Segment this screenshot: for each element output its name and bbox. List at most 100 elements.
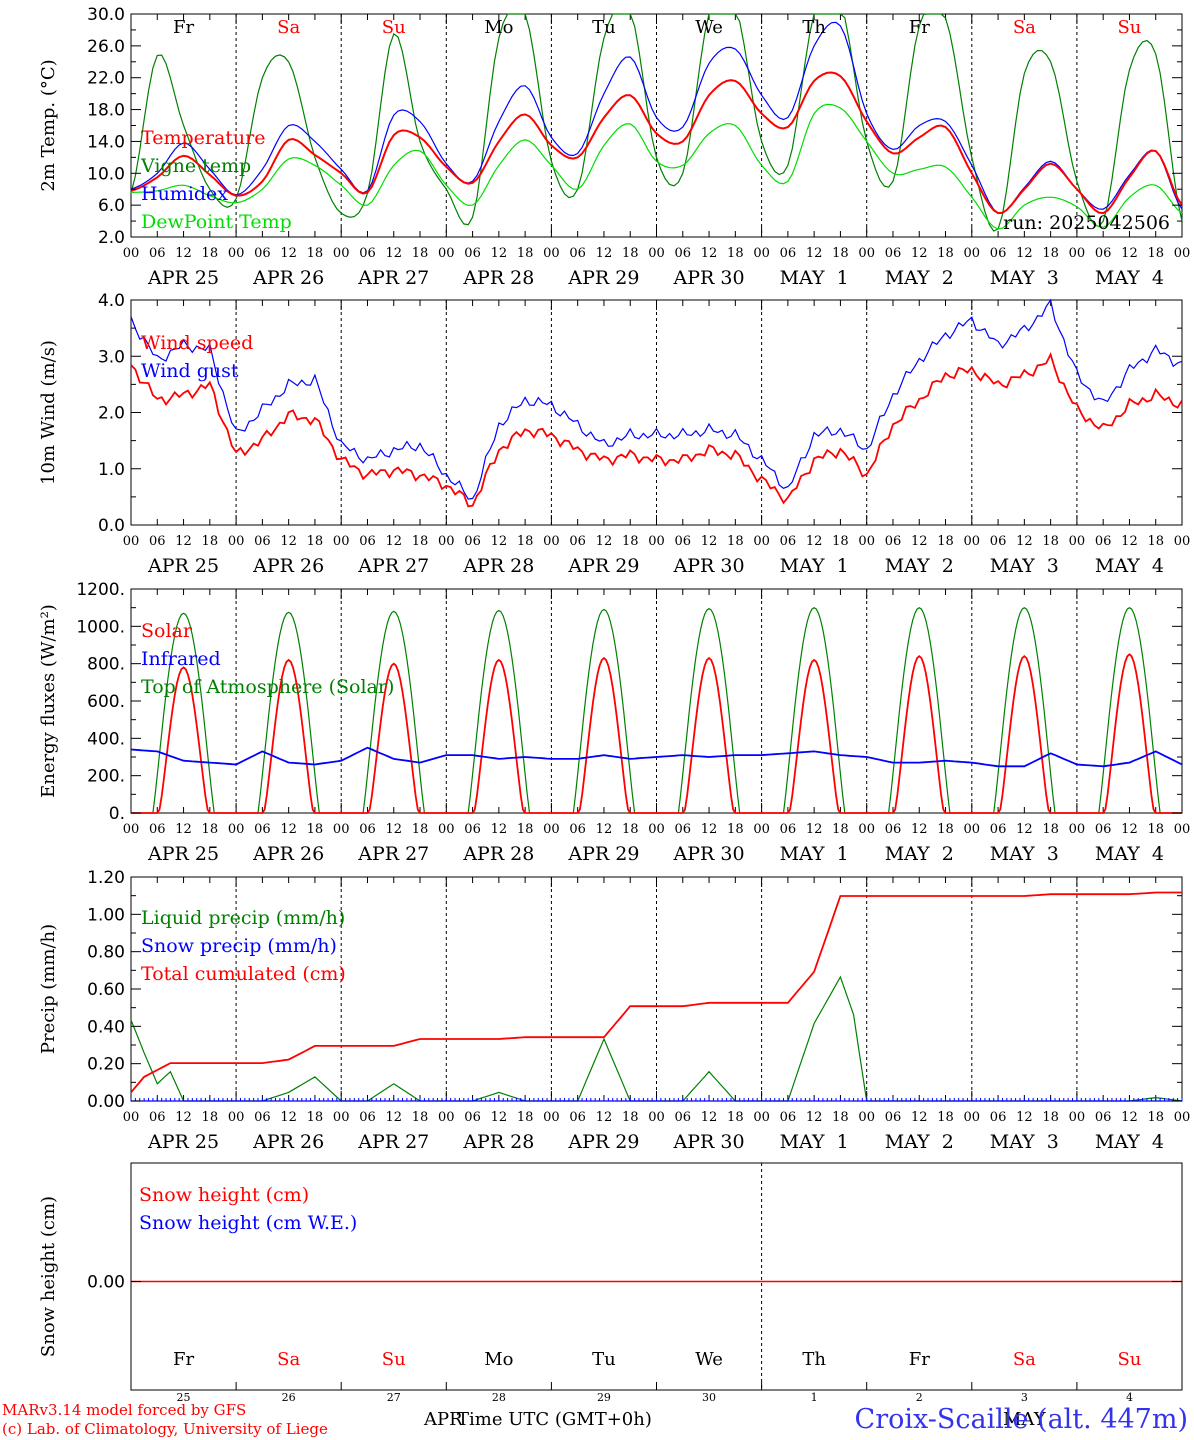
x-hour-label: 06 — [149, 246, 166, 261]
weekday-label: Su — [382, 1349, 406, 1370]
x-hour-label: 06 — [780, 822, 797, 837]
x-hour-label: 06 — [569, 246, 586, 261]
x-hour-label: 12 — [385, 246, 402, 261]
x-hour-label: 06 — [569, 1110, 586, 1125]
x-hour-label: 18 — [937, 822, 954, 837]
x-hour-label: 12 — [911, 534, 928, 549]
x-hour-label: 18 — [1147, 822, 1164, 837]
x-hour-label: 18 — [832, 1110, 849, 1125]
x-hour-label: 00 — [648, 1110, 665, 1125]
x-axis-label: Time UTC (GMT+0h) — [457, 1409, 652, 1430]
day-number-label: 1 — [811, 1391, 818, 1404]
day-number-label: 4 — [1126, 1391, 1133, 1404]
x-hour-label: 00 — [753, 246, 770, 261]
series-line-wind-speed — [130, 351, 1183, 508]
x-hour-label: 18 — [1147, 1110, 1164, 1125]
model-credit: MARv3.14 model forced by GFS — [2, 1401, 246, 1419]
weekday-label: Tu — [592, 1349, 616, 1370]
y-tick-label: 4.0 — [98, 291, 125, 311]
x-date-label: APR 26 — [252, 267, 324, 289]
x-date-label: APR 25 — [147, 843, 219, 865]
weekday-label: Fr — [173, 1349, 194, 1370]
x-hour-label: 00 — [438, 1110, 455, 1125]
day-number-label: 26 — [282, 1391, 296, 1404]
x-date-label: APR 30 — [673, 1131, 745, 1153]
x-hour-label: 12 — [1016, 822, 1033, 837]
x-hour-label: 06 — [780, 1110, 797, 1125]
x-hour-label: 12 — [491, 534, 508, 549]
y-tick-label: 600. — [87, 692, 125, 712]
x-hour-label: 00 — [858, 1110, 875, 1125]
x-hour-label: 00 — [123, 1110, 140, 1125]
x-hour-label: 06 — [149, 534, 166, 549]
y-tick-label: 14.0 — [87, 132, 125, 152]
x-date-label: APR 27 — [357, 267, 429, 289]
x-hour-label: 18 — [517, 534, 534, 549]
x-hour-label: 18 — [307, 246, 324, 261]
x-hour-label: 06 — [990, 534, 1007, 549]
x-hour-label: 18 — [832, 246, 849, 261]
x-hour-label: 18 — [937, 534, 954, 549]
x-hour-label: 18 — [1147, 534, 1164, 549]
x-hour-label: 18 — [1042, 822, 1059, 837]
x-hour-label: 00 — [228, 534, 245, 549]
x-hour-label: 06 — [464, 1110, 481, 1125]
x-hour-label: 12 — [491, 1110, 508, 1125]
x-hour-label: 06 — [569, 822, 586, 837]
x-hour-label: 06 — [885, 246, 902, 261]
x-hour-label: 18 — [727, 1110, 744, 1125]
legend-entry: Vigne temp — [140, 155, 251, 177]
x-hour-label: 12 — [175, 1110, 192, 1125]
x-hour-label: 12 — [175, 822, 192, 837]
weekday-label: Fr — [173, 17, 194, 38]
legend-entry: Wind speed — [141, 332, 253, 354]
legend-entry: Liquid precip (mm/h) — [141, 907, 345, 929]
x-date-label: APR 25 — [147, 1131, 219, 1153]
x-hour-label: 18 — [412, 534, 429, 549]
day-number-label: 2 — [916, 1391, 923, 1404]
y-tick-label: 0.20 — [87, 1055, 125, 1075]
y-tick-label: 0.60 — [87, 980, 125, 1000]
x-hour-label: 00 — [964, 822, 981, 837]
x-date-label: APR 29 — [567, 267, 639, 289]
x-hour-label: 00 — [543, 822, 560, 837]
x-hour-label: 06 — [780, 534, 797, 549]
x-hour-label: 18 — [622, 246, 639, 261]
y-tick-label: 0.0 — [98, 516, 125, 536]
x-date-label: APR 30 — [673, 555, 745, 577]
y-tick-label: 2.0 — [98, 404, 125, 424]
plot-frame — [130, 588, 1183, 814]
x-date-label: APR 25 — [147, 267, 219, 289]
x-hour-label: 06 — [359, 1110, 376, 1125]
legend-entry: Temperature — [141, 127, 265, 149]
x-date-label: MAY 2 — [885, 267, 954, 289]
weekday-label: Su — [1117, 17, 1141, 38]
x-date-label: MAY 2 — [885, 1131, 954, 1153]
y-tick-label: 1200. — [76, 580, 125, 600]
x-hour-label: 12 — [596, 1110, 613, 1125]
x-hour-label: 18 — [517, 822, 534, 837]
y-tick-label: 26.0 — [87, 37, 125, 57]
x-date-label: MAY 3 — [990, 843, 1059, 865]
x-hour-label: 00 — [1069, 1110, 1086, 1125]
legend-entry: Snow height (cm W.E.) — [139, 1212, 357, 1234]
x-hour-label: 18 — [202, 822, 219, 837]
x-hour-label: 12 — [1121, 534, 1138, 549]
x-hour-label: 18 — [307, 822, 324, 837]
series-line-vigne-temp — [130, 13, 1183, 232]
x-hour-label: 06 — [780, 246, 797, 261]
day-number-label: 28 — [492, 1391, 506, 1404]
weekday-label: We — [695, 1349, 723, 1370]
y-tick-label: 1.20 — [87, 868, 125, 888]
x-hour-label: 12 — [806, 246, 823, 261]
x-date-label: MAY 2 — [885, 555, 954, 577]
x-hour-label: 00 — [964, 534, 981, 549]
x-hour-label: 06 — [254, 246, 271, 261]
x-date-label: MAY 2 — [885, 843, 954, 865]
x-hour-label: 12 — [280, 534, 297, 549]
x-hour-label: 12 — [806, 534, 823, 549]
legend-entry: Wind gust — [141, 360, 239, 382]
x-hour-label: 06 — [149, 822, 166, 837]
x-hour-label: 06 — [254, 1110, 271, 1125]
x-hour-label: 00 — [333, 1110, 350, 1125]
